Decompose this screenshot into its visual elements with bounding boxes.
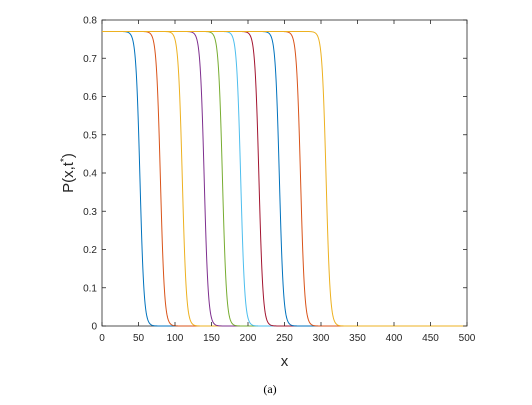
series-group <box>102 30 467 327</box>
y-tick-label: 0.7 <box>83 54 97 65</box>
y-axis-label-close: ) <box>60 153 77 158</box>
series-line-10 <box>102 30 467 327</box>
y-tick-label: 0.1 <box>83 283 97 294</box>
x-tick-label: 0 <box>99 333 105 344</box>
x-tick-label: 400 <box>386 333 403 344</box>
y-tick-label: 0.4 <box>83 169 97 180</box>
x-axis-label: x <box>281 353 289 370</box>
y-axis-label-main: P(x,t <box>60 161 77 193</box>
figure-caption: (a) <box>263 382 276 396</box>
x-ticks: 0 50 100 150 200 250 300 350 400 450 500 <box>99 20 476 344</box>
x-tick-label: 300 <box>313 333 330 344</box>
x-tick-label: 500 <box>459 333 476 344</box>
y-axis-label: P(x,t*) <box>59 153 77 193</box>
axes-box <box>101 19 468 327</box>
y-tick-label: 0.8 <box>83 16 97 27</box>
y-axis-label-superscript: * <box>59 158 70 162</box>
y-ticks: 0 0.1 0.2 0.3 0.4 0.5 0.6 0.7 0.8 <box>83 16 467 333</box>
y-tick-label: 0.3 <box>83 207 97 218</box>
plot-area: 0 50 100 150 200 250 300 350 400 450 500 0 0.1 0.2 0.… <box>83 16 476 345</box>
y-tick-label: 0.6 <box>83 92 97 103</box>
x-tick-label: 100 <box>167 333 184 344</box>
x-tick-label: 200 <box>240 333 257 344</box>
y-tick-label: 0.5 <box>83 130 97 141</box>
x-tick-label: 150 <box>203 333 220 344</box>
x-tick-label: 350 <box>349 333 366 344</box>
y-tick-label: 0 <box>91 322 97 333</box>
y-tick-label: 0.2 <box>83 245 97 256</box>
x-tick-label: 50 <box>133 333 145 344</box>
x-tick-label: 250 <box>276 333 293 344</box>
x-tick-label: 450 <box>422 333 439 344</box>
